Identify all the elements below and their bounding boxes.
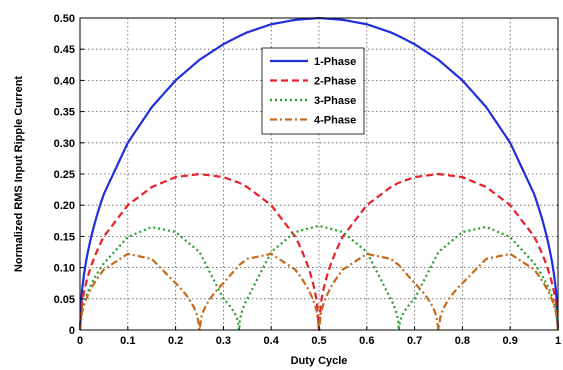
y-tick-label: 0.35 <box>54 107 75 119</box>
x-tick-label: 0.6 <box>359 335 374 347</box>
series-line-4 <box>78 252 560 332</box>
x-tick-label: 0.1 <box>120 335 135 347</box>
y-tick-label: 0.10 <box>54 263 75 275</box>
y-tick-label: 0.20 <box>54 200 75 212</box>
y-tick-label: 0 <box>69 325 75 337</box>
ticks: 0 0.1 0.2 0.3 0.4 0.5 0.6 0.7 0.8 0.9 1 0 0.05 0.10 0.… <box>54 13 561 347</box>
y-axis-title: Normalized RMS Input Ripple Current <box>13 76 25 273</box>
legend-label: 1-Phase <box>314 56 356 68</box>
y-tick-label: 0.50 <box>54 13 75 25</box>
legend-label: 4-Phase <box>314 115 356 127</box>
x-tick-label: 0.2 <box>168 335 183 347</box>
x-tick-label: 1 <box>555 335 561 347</box>
y-tick-label: 0.45 <box>54 44 75 56</box>
y-tick-label: 0.30 <box>54 138 75 150</box>
y-tick-label: 0.25 <box>54 169 75 181</box>
legend-box <box>261 47 365 135</box>
legend: 1-Phase 2-Phase 3-Phase 4-Phase <box>261 47 365 135</box>
x-tick-label: 0.3 <box>216 335 231 347</box>
x-tick-label: 0 <box>77 335 83 347</box>
legend-label: 3-Phase <box>314 95 356 107</box>
y-tick-label: 0.05 <box>54 294 75 306</box>
legend-label: 2-Phase <box>314 76 356 88</box>
x-tick-label: 0.8 <box>455 335 470 347</box>
x-tick-label: 0.4 <box>264 335 280 347</box>
x-tick-label: 0.9 <box>503 335 518 347</box>
y-tick-label: 0.40 <box>54 75 75 87</box>
x-tick-label: 0.5 <box>311 335 326 347</box>
x-axis-title: Duty Cycle <box>291 355 348 367</box>
y-tick-label: 0.15 <box>54 231 75 243</box>
x-tick-label: 0.7 <box>407 335 422 347</box>
